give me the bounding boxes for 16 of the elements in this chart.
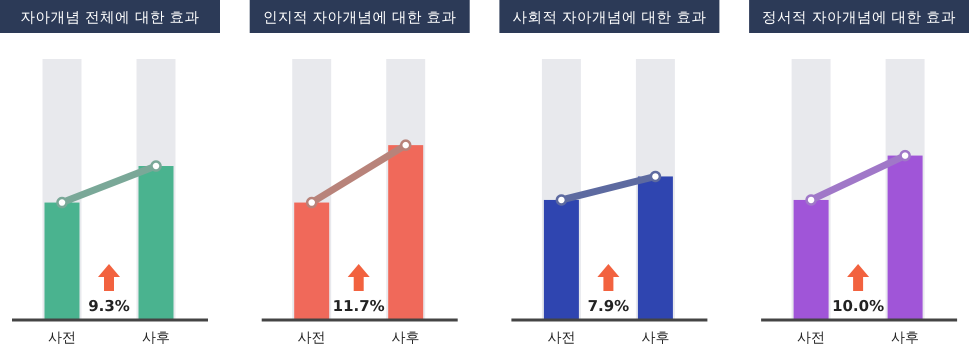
x-tick-label: 사후 bbox=[641, 330, 670, 345]
chart-title: 자아개념 전체에 대한 효과 bbox=[20, 10, 200, 26]
annotation: 11.7% bbox=[332, 297, 385, 315]
x-tick-label: 사전 bbox=[797, 330, 826, 345]
x-tick-label: 사후 bbox=[392, 330, 420, 345]
chart-title: 정서적 자아개념에 대한 효과 bbox=[762, 10, 956, 26]
annotation: 9.3% bbox=[88, 297, 130, 315]
x-tick-label: 사전 bbox=[298, 330, 326, 345]
x-tick-label: 사후 bbox=[891, 330, 920, 345]
chart-title: 인지적 자아개념에 대한 효과 bbox=[262, 10, 457, 26]
annotation: 7.9% bbox=[588, 297, 630, 315]
x-tick-label: 사전 bbox=[48, 330, 76, 345]
x-tick-label: 사전 bbox=[547, 330, 576, 345]
x-tick-label: 사후 bbox=[142, 330, 170, 345]
chart-title: 사회적 자아개념에 대한 효과 bbox=[512, 10, 706, 26]
annotation: 10.0% bbox=[832, 297, 884, 315]
